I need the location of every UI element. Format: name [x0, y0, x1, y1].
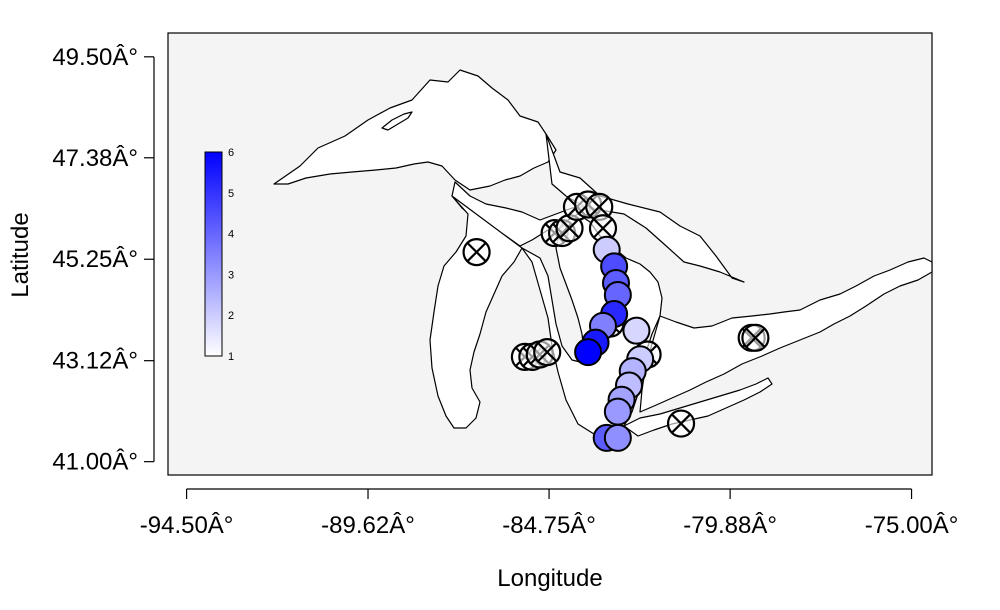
- observation-point: [574, 338, 603, 367]
- absence-cross: [745, 327, 766, 348]
- absence-marker: [588, 214, 618, 243]
- observation-points: [574, 235, 655, 452]
- y-tick-label: 41.00Â°: [52, 449, 138, 476]
- observation-point: [603, 397, 632, 426]
- y-axis: 41.00Â° 43.12Â° 45.25Â° 47.38Â° 49.50Â°: [52, 44, 155, 476]
- absence-marker: [741, 323, 770, 352]
- absence-cross: [593, 218, 613, 239]
- absence-marker: [533, 338, 562, 367]
- x-tick-label: -75.00Â°: [865, 512, 959, 539]
- y-tick-label: 45.25Â°: [52, 246, 138, 273]
- color-legend: 1 2 3 4 5 6: [204, 147, 234, 363]
- y-axis-title: Latitude: [7, 212, 34, 297]
- absence-cross: [559, 218, 580, 239]
- x-tick-label: -79.88Â°: [683, 512, 777, 539]
- absence-cross: [589, 196, 610, 217]
- absence-marker: [666, 409, 696, 438]
- legend-label: 6: [228, 147, 234, 159]
- wisconsin-shore-outline: [429, 195, 523, 429]
- absence-cross: [466, 242, 487, 262]
- x-axis-title: Longitude: [497, 565, 602, 592]
- y-tick-label: 47.38Â°: [52, 145, 138, 172]
- absence-cross: [671, 413, 691, 434]
- x-tick-label: -89.62Â°: [321, 512, 415, 539]
- plot-panel: [167, 32, 933, 476]
- legend-label: 4: [228, 229, 234, 241]
- legend-label: 1: [228, 351, 234, 363]
- absence-marker: [585, 192, 614, 221]
- legend-label: 2: [228, 310, 234, 322]
- legend-color-bar: [204, 151, 223, 357]
- x-tick-label: -84.75Â°: [502, 512, 596, 539]
- absence-marker: [462, 237, 491, 267]
- isle-royale-outline: [381, 111, 413, 131]
- ontario-peninsula-outline: [639, 257, 933, 413]
- y-tick-label: 49.50Â°: [52, 44, 138, 71]
- x-tick-label: -94.50Â°: [140, 512, 234, 539]
- y-tick-label: 43.12Â°: [52, 348, 138, 375]
- observation-point: [603, 423, 632, 452]
- legend-label: 3: [228, 269, 234, 281]
- legend-label: 5: [228, 188, 234, 200]
- absence-cross: [537, 342, 558, 362]
- x-axis: -94.50Â° -89.62Â° -84.75Â° -79.88Â° -75.00Â°: [140, 488, 959, 539]
- observation-point: [622, 316, 651, 345]
